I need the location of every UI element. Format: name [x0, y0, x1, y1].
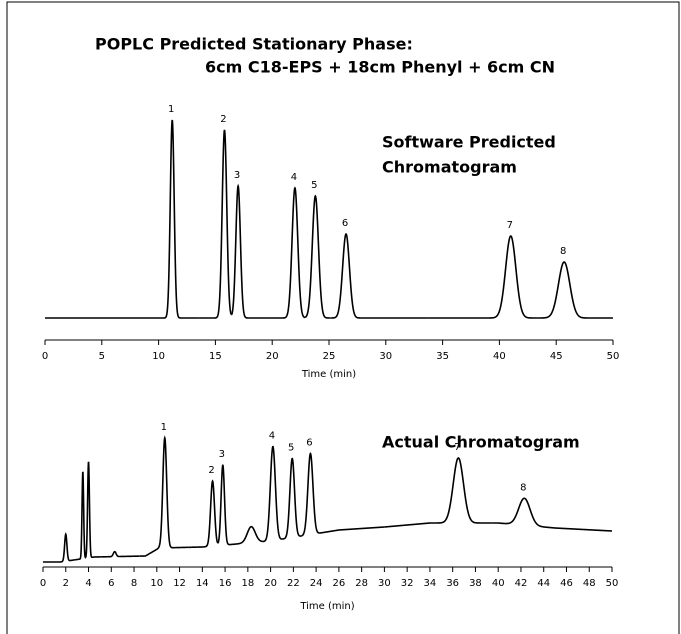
- peak: [188, 479, 219, 549]
- peak: [43, 532, 75, 563]
- annotation: Actual Chromatogram: [382, 433, 580, 452]
- peak-label: 7: [507, 220, 513, 231]
- peak-label: 1: [161, 422, 167, 433]
- x-tick-label: 0: [40, 578, 46, 589]
- x-tick-label: 35: [436, 351, 449, 362]
- x-tick-label: 10: [150, 578, 163, 589]
- x-tick-label: 16: [219, 578, 232, 589]
- x-tick-label: 15: [209, 351, 222, 362]
- x-tick-label: 50: [607, 351, 620, 362]
- peak-label: 7: [454, 442, 460, 453]
- peak: [384, 457, 492, 528]
- peak-label: 5: [288, 443, 294, 454]
- x-axis-label: Time (min): [301, 369, 356, 380]
- peak-label: 2: [208, 465, 214, 476]
- x-tick-label: 14: [196, 578, 209, 589]
- x-tick-label: 25: [323, 351, 336, 362]
- x-tick-label: 12: [173, 578, 186, 589]
- x-tick-label: 30: [378, 578, 391, 589]
- peak-label: 8: [520, 482, 526, 493]
- peak: [230, 183, 267, 319]
- x-tick-label: 26: [333, 578, 346, 589]
- peak: [139, 435, 189, 557]
- annotation: Chromatogram: [382, 158, 517, 177]
- peak-label: 4: [291, 172, 297, 183]
- x-tick-label: 0: [42, 351, 48, 362]
- x-tick-label: 24: [310, 578, 323, 589]
- peak-label: 5: [311, 180, 317, 191]
- x-tick-label: 22: [287, 578, 300, 589]
- x-tick-label: 30: [379, 351, 392, 362]
- peak: [217, 464, 238, 546]
- x-tick-label: 45: [550, 351, 563, 362]
- frame: [6, 1, 680, 634]
- x-tick-label: 34: [424, 578, 437, 589]
- x-tick-label: 44: [537, 578, 550, 589]
- peak-label: 3: [234, 170, 240, 181]
- x-tick-label: 4: [85, 578, 91, 589]
- peak: [428, 235, 538, 319]
- peak-label: 6: [306, 438, 312, 449]
- peak-label: 8: [560, 246, 566, 257]
- x-tick-label: 20: [264, 578, 277, 589]
- chart-subtitle: 6cm C18-EPS + 18cm Phenyl + 6cm CN: [205, 58, 555, 77]
- x-tick-label: 48: [583, 578, 596, 589]
- peak: [537, 261, 613, 319]
- chart-title: POPLC Predicted Stationary Phase:: [95, 35, 413, 54]
- x-tick-label: 46: [560, 578, 573, 589]
- annotation: Software Predicted: [382, 133, 556, 152]
- x-tick-label: 5: [99, 351, 105, 362]
- x-tick-label: 36: [446, 578, 459, 589]
- peak: [101, 550, 140, 558]
- peak-label: 3: [219, 449, 225, 460]
- peak-label: 6: [342, 218, 348, 229]
- peak: [304, 194, 331, 319]
- x-tick-label: 6: [108, 578, 114, 589]
- peak: [236, 525, 263, 545]
- peak: [330, 233, 429, 319]
- peak: [84, 461, 102, 559]
- x-tick-label: 38: [469, 578, 482, 589]
- x-tick-label: 10: [152, 351, 165, 362]
- x-tick-label: 40: [493, 351, 506, 362]
- peak: [198, 129, 232, 319]
- x-tick-label: 20: [266, 351, 279, 362]
- x-tick-label: 8: [131, 578, 137, 589]
- peak-label: 4: [269, 431, 275, 442]
- peak: [301, 452, 385, 537]
- peak-label: 2: [220, 114, 226, 125]
- x-tick-label: 50: [606, 578, 619, 589]
- peak-label: 1: [168, 104, 174, 115]
- peak: [491, 497, 613, 532]
- peak: [266, 186, 306, 319]
- x-axis-label: Time (min): [299, 601, 354, 612]
- peak: [74, 471, 87, 561]
- x-tick-label: 32: [401, 578, 414, 589]
- x-tick-label: 40: [492, 578, 505, 589]
- x-tick-label: 42: [515, 578, 528, 589]
- peak: [282, 457, 302, 540]
- peak: [261, 445, 283, 543]
- peak: [45, 119, 199, 319]
- x-tick-label: 18: [241, 578, 254, 589]
- x-tick-label: 2: [63, 578, 69, 589]
- x-tick-label: 28: [355, 578, 368, 589]
